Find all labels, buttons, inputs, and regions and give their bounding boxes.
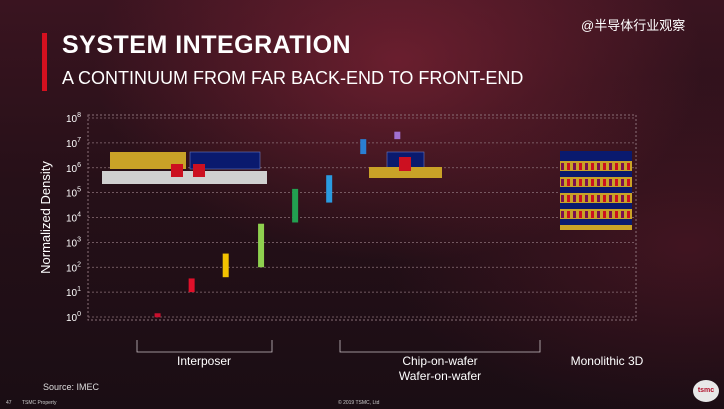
- group-label-wafer: Chip-on-wafer: [402, 354, 477, 368]
- m3d-via: [567, 163, 570, 170]
- y-tick-label: 107: [66, 137, 81, 150]
- m3d-via: [585, 195, 588, 202]
- m3d-via: [573, 163, 576, 170]
- m3d-layer: [560, 171, 632, 177]
- group-label-wafer: Wafer-on-wafer: [399, 369, 481, 383]
- y-tick-label: 101: [66, 286, 81, 299]
- group-label-interposer: Interposer: [177, 354, 231, 368]
- y-tick-label: 108: [66, 112, 81, 125]
- m3d-via: [567, 211, 570, 218]
- y-tick-label: 100: [66, 311, 81, 324]
- m3d-via: [579, 163, 582, 170]
- density-bar: [360, 139, 367, 155]
- m3d-via: [627, 179, 630, 186]
- m3d-via: [603, 211, 606, 218]
- m3d-via: [609, 195, 612, 202]
- m3d-via: [579, 179, 582, 186]
- watermark-text: @半导体行业观察: [581, 18, 686, 33]
- m3d-via: [609, 163, 612, 170]
- m3d-via: [579, 211, 582, 218]
- y-axis-label: Normalized Density: [38, 161, 53, 274]
- m3d-via: [621, 195, 624, 202]
- m3d-via: [585, 179, 588, 186]
- m3d-via: [615, 163, 618, 170]
- interposer-bracket: [136, 340, 273, 353]
- m3d-via: [591, 211, 594, 218]
- m3d-via: [615, 195, 618, 202]
- y-tick-label: 102: [66, 261, 81, 274]
- m3d-via: [597, 163, 600, 170]
- m3d-via: [627, 211, 630, 218]
- m3d-via: [621, 163, 624, 170]
- slide-title: SYSTEM INTEGRATION: [62, 31, 352, 59]
- interposer-die-navy: [189, 151, 261, 170]
- density-bar: [394, 131, 401, 140]
- group-label-monolithic: Monolithic 3D: [571, 354, 644, 368]
- slide-subtitle: A CONTINUUM FROM FAR BACK-END TO FRONT-E…: [62, 68, 524, 88]
- m3d-via: [561, 195, 564, 202]
- m3d-via: [621, 211, 624, 218]
- density-bar: [258, 223, 265, 268]
- density-bar: [188, 278, 195, 293]
- m3d-via: [603, 195, 606, 202]
- source-note: Source: IMEC: [43, 382, 100, 392]
- m3d-via: [561, 211, 564, 218]
- plot-frame: [87, 114, 637, 321]
- m3d-layer: [560, 203, 632, 209]
- m3d-layer: [560, 219, 632, 225]
- m3d-via: [627, 195, 630, 202]
- m3d-layer-top: [560, 151, 632, 161]
- density-bar: [292, 188, 299, 223]
- m3d-via: [615, 179, 618, 186]
- m3d-via: [591, 163, 594, 170]
- m3d-via: [609, 179, 612, 186]
- m3d-via: [597, 179, 600, 186]
- density-bar: [326, 175, 333, 203]
- m3d-via: [573, 195, 576, 202]
- m3d-via: [603, 179, 606, 186]
- m3d-via: [615, 211, 618, 218]
- m3d-layer: [560, 187, 632, 193]
- interposer-substrate: [102, 171, 267, 184]
- density-bar: [222, 253, 229, 278]
- m3d-via: [609, 211, 612, 218]
- m3d-via: [585, 163, 588, 170]
- interposer-die-gold: [110, 152, 186, 169]
- m3d-via: [573, 211, 576, 218]
- tsmc-logo: tsmc: [693, 380, 719, 402]
- cow-bump: [399, 157, 411, 171]
- title-accent-bar: [42, 33, 47, 91]
- m3d-via: [567, 195, 570, 202]
- m3d-via: [603, 163, 606, 170]
- m3d-via: [627, 163, 630, 170]
- footer-page-number: 47: [6, 400, 12, 406]
- m3d-via: [621, 179, 624, 186]
- m3d-via: [573, 179, 576, 186]
- m3d-via: [597, 211, 600, 218]
- cow-base-die: [369, 167, 442, 178]
- footer-property: TSMC Property: [22, 400, 57, 406]
- m3d-via: [567, 179, 570, 186]
- footer-copyright: © 2019 TSMC, Ltd: [338, 400, 380, 406]
- y-tick-label: 103: [66, 236, 81, 249]
- density-bar: [154, 313, 161, 318]
- m3d-via: [597, 195, 600, 202]
- interposer-bump-1: [171, 164, 183, 177]
- m3d-via: [579, 195, 582, 202]
- m3d-via: [561, 179, 564, 186]
- m3d-via: [561, 163, 564, 170]
- y-tick-label: 106: [66, 162, 81, 175]
- wafer-bracket: [339, 340, 541, 353]
- interposer-bump-2: [193, 164, 205, 177]
- m3d-via: [585, 211, 588, 218]
- m3d-via: [591, 195, 594, 202]
- y-tick-label: 105: [66, 187, 81, 200]
- y-tick-label: 104: [66, 212, 81, 225]
- m3d-via: [591, 179, 594, 186]
